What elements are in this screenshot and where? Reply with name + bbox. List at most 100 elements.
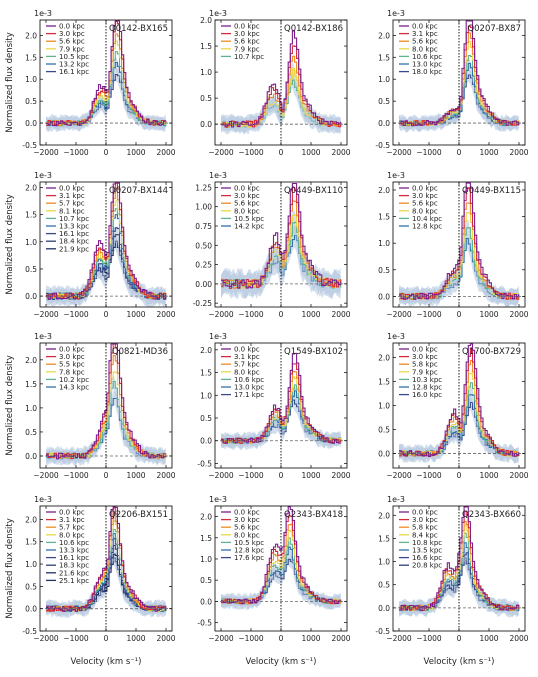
y-tick-label: 0.5 [25, 97, 37, 106]
legend-label: 14.3 kpc [59, 384, 89, 392]
y-tick-label: 0.25 [195, 261, 212, 270]
x-tick-label: 2000 [331, 634, 350, 643]
legend-label: 3.0 kpc [412, 353, 438, 361]
y-axis-label: Normalized flux density [5, 355, 15, 456]
legend-label: 10.3 kpc [412, 376, 442, 384]
legend-label: 3.1 kpc [59, 516, 85, 524]
legend-label: 0.0 kpc [234, 346, 260, 354]
y-tick-label: 0.50 [195, 241, 212, 250]
x-tick-label: −1000 [63, 471, 89, 480]
x-tick-label: 1000 [301, 148, 320, 157]
spectrum-line [46, 182, 167, 300]
y-axis-label: Normalized flux density [5, 518, 15, 619]
x-tick-label: −1000 [63, 148, 89, 157]
x-tick-label: 2000 [156, 310, 175, 319]
legend-label: 20.8 kpc [412, 562, 442, 570]
legend-label: 7.8 kpc [59, 368, 85, 376]
x-tick-label: 1000 [479, 310, 498, 319]
y-tick-label: 1.5 [25, 538, 37, 547]
x-tick-label: 2000 [156, 471, 175, 480]
x-tick-label: −1000 [416, 310, 442, 319]
y-axis-label: Normalized flux density [5, 194, 15, 295]
x-tick-label: −2000 [386, 148, 412, 157]
x-tick-label: 2000 [156, 148, 175, 157]
y-tick-label: 1.5 [200, 534, 212, 543]
offset-text: 1e-3 [387, 9, 405, 18]
y-tick-label: 1.5 [200, 369, 212, 378]
y-tick-label: 0.5 [200, 414, 212, 423]
legend-label: 0.0 kpc [234, 23, 260, 31]
panel-title: Q2206-BX151 [109, 510, 168, 520]
y-tick-label: 0.5 [378, 426, 390, 435]
legend-label: 13.3 kpc [59, 547, 89, 555]
x-tick-label: −2000 [33, 471, 59, 480]
x-tick-label: 1000 [479, 634, 498, 643]
y-tick-label: 1.5 [200, 42, 212, 51]
panel-title: Q0142-BX165 [109, 24, 168, 34]
x-tick-label: 0 [457, 310, 462, 319]
x-tick-label: −1000 [416, 148, 442, 157]
y-tick-label: 1.0 [378, 558, 390, 567]
legend-label: 8.0 kpc [59, 531, 85, 539]
y-tick-label: -0.5 [375, 141, 390, 150]
y-tick-label: 0.5 [25, 428, 37, 437]
y-tick-label: 1.0 [378, 402, 390, 411]
legend-label: 5.7 kpc [59, 524, 85, 532]
legend-label: 0.0 kpc [234, 185, 260, 193]
x-tick-label: 1000 [301, 310, 320, 319]
x-tick-label: 0 [457, 634, 462, 643]
y-tick-label: 1.5 [378, 534, 390, 543]
legend-label: 8.4 kpc [412, 531, 438, 539]
legend-label: 5.5 kpc [59, 361, 85, 369]
legend-label: 8.0 kpc [412, 45, 438, 53]
y-tick-label: 2.0 [378, 511, 390, 520]
legend-label: 21.6 kpc [59, 569, 89, 577]
y-tick-label: 1.0 [378, 239, 390, 248]
y-tick-label: 0.00 [195, 280, 212, 289]
legend-label: 13.0 kpc [234, 384, 264, 392]
y-tick-label: 1.00 [195, 203, 212, 212]
y-tick-label: 1.0 [378, 75, 390, 84]
legend-label: 5.6 kpc [234, 200, 260, 208]
x-tick-label: 0 [457, 148, 462, 157]
legend-label: 18.3 kpc [59, 562, 89, 570]
legend-label: 3.1 kpc [412, 30, 438, 38]
y-tick-label: 2.0 [378, 31, 390, 40]
legend-label: 17.1 kpc [234, 391, 264, 399]
x-tick-label: −1000 [63, 310, 89, 319]
legend-label: 16.0 kpc [412, 391, 442, 399]
y-tick-label: 0.0 [378, 604, 390, 613]
x-tick-label: 1000 [301, 634, 320, 643]
legend-label: 3.0 kpc [59, 30, 85, 38]
y-tick-label: 0.0 [25, 605, 37, 614]
legend-label: 10.8 kpc [412, 539, 442, 547]
offset-text: 1e-3 [209, 9, 227, 18]
legend-label: 5.6 kpc [234, 38, 260, 46]
legend-label: 3.0 kpc [412, 192, 438, 200]
x-tick-label: 1000 [126, 310, 145, 319]
x-tick-label: 0 [279, 634, 284, 643]
x-tick-label: 0 [104, 310, 109, 319]
offset-text: 1e-3 [387, 495, 405, 504]
y-tick-label: 0.5 [378, 581, 390, 590]
y-tick-label: 0.0 [25, 452, 37, 461]
offset-text: 1e-3 [209, 332, 227, 341]
x-tick-label: −2000 [386, 310, 412, 319]
y-tick-label: -0.5 [197, 619, 212, 628]
legend-label: 10.7 kpc [234, 53, 264, 61]
spectrum-line [221, 182, 342, 289]
panel-title: Q0142-BX186 [284, 24, 343, 34]
x-tick-label: 1000 [479, 471, 498, 480]
x-tick-label: 0 [279, 148, 284, 157]
legend-label: 3.0 kpc [234, 516, 260, 524]
x-tick-label: 0 [279, 310, 284, 319]
y-tick-label: -0.5 [197, 459, 212, 468]
offset-text: 1e-3 [34, 171, 52, 180]
y-tick-label: 0.5 [25, 265, 37, 274]
legend-label: 18.0 kpc [412, 68, 442, 76]
x-axis-label: Velocity (km s⁻¹) [246, 657, 317, 667]
legend-label: 3.1 kpc [234, 353, 260, 361]
x-tick-label: 1000 [301, 471, 320, 480]
y-tick-label: 1.5 [25, 53, 37, 62]
error-band [399, 387, 519, 464]
